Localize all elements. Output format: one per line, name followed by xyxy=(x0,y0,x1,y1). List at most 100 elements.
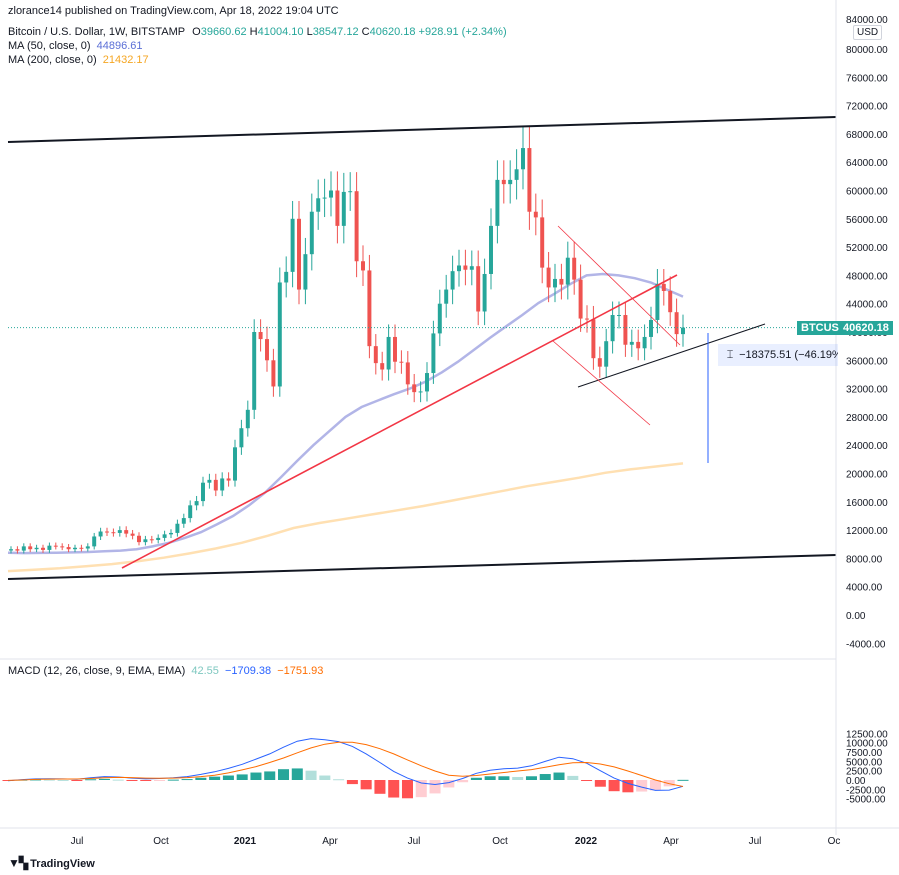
candle xyxy=(9,546,13,554)
macd-histogram-bar xyxy=(470,777,482,780)
candle-body xyxy=(565,257,570,285)
candle xyxy=(585,305,589,333)
macd-histogram-bar xyxy=(222,775,234,780)
price-tick-label: 76000.00 xyxy=(846,73,888,84)
macd-histogram-bar xyxy=(236,774,248,780)
candle xyxy=(66,544,71,553)
support-line xyxy=(577,323,766,388)
candle xyxy=(143,535,148,546)
candle-body xyxy=(604,341,609,367)
candle xyxy=(668,276,673,326)
open-value: 39660.62 xyxy=(200,26,247,38)
candle-body xyxy=(194,501,199,506)
candle-body xyxy=(437,303,442,334)
candle-body xyxy=(348,191,353,193)
macd-histogram-bar xyxy=(677,779,689,781)
candle-body xyxy=(501,179,506,185)
candle-body xyxy=(399,361,404,363)
candle-body xyxy=(213,479,218,491)
candle-body xyxy=(15,549,20,551)
candle-body xyxy=(21,546,26,551)
low-key: L xyxy=(306,26,313,38)
candle-body xyxy=(226,478,231,481)
macd-histogram-bar xyxy=(195,777,207,780)
macd-histogram-bar xyxy=(346,780,358,785)
macd-histogram-bar xyxy=(401,780,413,799)
candle xyxy=(457,249,461,287)
macd-histogram-bar xyxy=(374,780,386,794)
candle-body xyxy=(597,358,602,367)
measure-text: −18375.51 (−46.19%), − xyxy=(739,349,838,361)
ma50-legend[interactable]: MA (50, close, 0) 44896.61 xyxy=(8,40,143,53)
candle-body xyxy=(79,547,84,549)
published-text: zlorance14 published on TradingView.com,… xyxy=(8,5,339,17)
macd-label: MACD (12, 26, close, 9, EMA, EMA) xyxy=(8,665,186,677)
macd-histogram-bar xyxy=(167,779,179,781)
candle xyxy=(316,179,321,230)
price-tick-label-top: 84000.00 xyxy=(846,15,888,26)
candle xyxy=(53,542,58,550)
candle-body xyxy=(361,261,365,271)
candle-body xyxy=(489,225,493,274)
candle-body xyxy=(380,363,385,370)
macd-histogram-bar xyxy=(429,780,441,794)
price-tick-label: 8000.00 xyxy=(846,554,883,565)
candle-body xyxy=(642,336,647,349)
candle-body xyxy=(476,266,481,312)
currency-button[interactable]: USD xyxy=(853,25,883,40)
time-tick-label: Apr xyxy=(663,836,679,847)
symbol-legend[interactable]: Bitcoin / U.S. Dollar, 1W, BITSTAMP O396… xyxy=(8,26,507,39)
candle xyxy=(322,178,327,218)
candle xyxy=(47,542,52,553)
candle-body xyxy=(181,518,186,524)
price-tick-label: 16000.00 xyxy=(846,498,888,509)
candle-body xyxy=(73,547,77,550)
candle xyxy=(405,351,410,395)
candle xyxy=(495,160,500,244)
candle-body xyxy=(188,505,193,519)
candle xyxy=(444,274,449,318)
candle xyxy=(514,149,519,200)
time-tick-label: Oct xyxy=(492,836,508,847)
macd-histogram-bar xyxy=(140,780,152,781)
tradingview-logo[interactable]: ▼▚ TradingView xyxy=(8,856,95,870)
candle-body xyxy=(425,373,429,392)
candle-body xyxy=(661,283,666,291)
candle xyxy=(329,171,333,217)
ma200-legend[interactable]: MA (200, close, 0) 21432.17 xyxy=(8,54,149,67)
candle-body xyxy=(124,530,129,534)
candle xyxy=(655,268,660,334)
candle-body xyxy=(137,535,141,543)
high-value: 41004.10 xyxy=(257,26,304,38)
symbol-title: Bitcoin / U.S. Dollar, 1W, BITSTAMP xyxy=(8,26,186,38)
candle-body xyxy=(578,279,583,319)
price-tick-label: 60000.00 xyxy=(846,187,888,198)
axes: 80000.00 76000.00 72000.00 68000.00 64000.00… xyxy=(0,0,899,847)
macd-legend[interactable]: MACD (12, 26, close, 9, EMA, EMA) 42.55 … xyxy=(8,665,323,678)
candle xyxy=(21,543,26,554)
candle-body xyxy=(457,265,461,272)
candle xyxy=(290,200,295,288)
close-value: 40620.18 xyxy=(369,26,416,38)
candle-body xyxy=(117,530,122,533)
candle-body xyxy=(649,319,653,337)
candle-body xyxy=(559,278,564,285)
candle xyxy=(521,127,525,190)
macd-histogram-bar xyxy=(608,780,620,792)
macd-histogram-bar xyxy=(154,780,166,781)
candle xyxy=(41,544,45,553)
candle xyxy=(482,258,487,326)
candle-body xyxy=(469,266,474,270)
candle-body xyxy=(405,362,410,385)
price-range-measure[interactable]: ⌶ −18375.51 (−46.19%), − xyxy=(718,344,838,366)
candle xyxy=(386,324,391,381)
candle xyxy=(380,351,385,381)
macd-histogram-bar xyxy=(43,779,55,781)
macd-tick-label: -2500.00 xyxy=(846,785,886,796)
candle xyxy=(629,329,634,357)
tv-logo-text: TradingView xyxy=(30,858,95,870)
candle-body xyxy=(290,218,295,272)
candle xyxy=(169,529,173,538)
candle-body xyxy=(201,482,205,502)
